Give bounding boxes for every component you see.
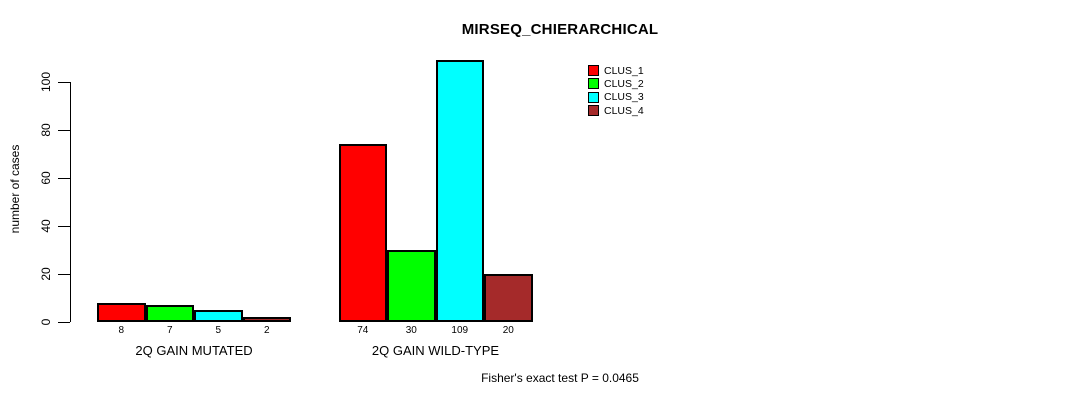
bar-clus_2	[387, 250, 436, 322]
x-group-label: 2Q GAIN MUTATED	[135, 343, 253, 358]
bar-clus_2	[145, 305, 194, 322]
legend-item: CLUS_2	[588, 77, 644, 90]
legend-swatch	[588, 65, 599, 77]
bar-value-label: 8	[118, 325, 125, 336]
bar-clus_1	[338, 144, 387, 322]
y-tick-label: 60	[39, 171, 53, 185]
bar-value-label: 2	[263, 325, 270, 336]
bar-value-label: 109	[451, 325, 469, 336]
legend-swatch	[588, 78, 599, 90]
y-tick-mark	[58, 129, 70, 131]
y-tick-mark	[58, 177, 70, 179]
y-tick-label: 20	[39, 267, 53, 281]
bar-value-label: 5	[215, 325, 222, 336]
legend-label: CLUS_2	[604, 77, 644, 90]
y-tick-label: 0	[39, 318, 53, 326]
y-axis-label: number of cases	[8, 144, 22, 234]
bar-value-label: 7	[166, 325, 173, 336]
legend-label: CLUS_4	[604, 104, 644, 117]
legend-item: CLUS_3	[588, 91, 644, 104]
y-tick-mark	[58, 81, 70, 83]
y-tick-label: 40	[39, 219, 53, 233]
legend-swatch	[588, 91, 599, 103]
bar-value-label: 30	[405, 325, 417, 336]
legend-swatch	[588, 105, 599, 117]
legend-item: CLUS_1	[588, 64, 644, 77]
legend: CLUS_1 CLUS_2 CLUS_3 CLUS_4	[588, 64, 644, 117]
y-tick-label: 100	[39, 71, 53, 93]
legend-label: CLUS_3	[604, 91, 644, 104]
fisher-test-annotation: Fisher's exact test P = 0.0465	[481, 371, 639, 385]
bar-clus_3	[435, 60, 484, 322]
y-axis-line	[70, 82, 71, 322]
bar-clus_4	[242, 317, 291, 322]
y-tick-label: 80	[39, 123, 53, 137]
y-tick-mark	[58, 225, 70, 227]
bar-clus_1	[97, 302, 146, 322]
chart-title: MIRSEQ_CHIERARCHICAL	[461, 21, 659, 38]
bar-value-label: 74	[357, 325, 369, 336]
bar-clus_4	[484, 274, 533, 322]
legend-label: CLUS_1	[604, 64, 644, 77]
x-group-label: 2Q GAIN WILD-TYPE	[371, 343, 500, 358]
legend-item: CLUS_4	[588, 104, 644, 117]
bar-clus_3	[194, 310, 243, 322]
bar-value-label: 20	[502, 325, 514, 336]
y-tick-mark	[58, 273, 70, 275]
y-tick-mark	[58, 321, 70, 323]
